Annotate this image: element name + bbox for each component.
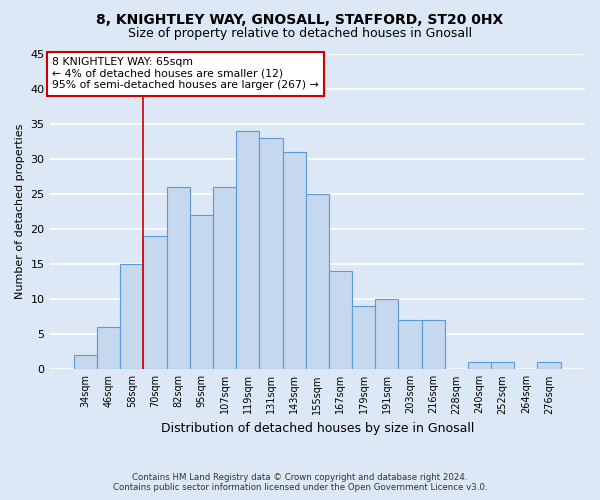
- Bar: [190, 215, 213, 370]
- Bar: [538, 362, 560, 370]
- Bar: [236, 131, 259, 370]
- Text: 8 KNIGHTLEY WAY: 65sqm
← 4% of detached houses are smaller (12)
95% of semi-deta: 8 KNIGHTLEY WAY: 65sqm ← 4% of detached …: [52, 57, 319, 90]
- Bar: [143, 236, 167, 370]
- Bar: [352, 306, 375, 370]
- Bar: [305, 194, 329, 370]
- Bar: [74, 356, 97, 370]
- Bar: [422, 320, 445, 370]
- Bar: [213, 187, 236, 370]
- X-axis label: Distribution of detached houses by size in Gnosall: Distribution of detached houses by size …: [161, 422, 474, 435]
- Text: Contains HM Land Registry data © Crown copyright and database right 2024.
Contai: Contains HM Land Registry data © Crown c…: [113, 473, 487, 492]
- Text: 8, KNIGHTLEY WAY, GNOSALL, STAFFORD, ST20 0HX: 8, KNIGHTLEY WAY, GNOSALL, STAFFORD, ST2…: [97, 12, 503, 26]
- Bar: [468, 362, 491, 370]
- Bar: [167, 187, 190, 370]
- Bar: [398, 320, 422, 370]
- Bar: [283, 152, 305, 370]
- Bar: [97, 328, 120, 370]
- Bar: [120, 264, 143, 370]
- Bar: [329, 271, 352, 370]
- Bar: [375, 299, 398, 370]
- Bar: [491, 362, 514, 370]
- Bar: [259, 138, 283, 370]
- Text: Size of property relative to detached houses in Gnosall: Size of property relative to detached ho…: [128, 28, 472, 40]
- Y-axis label: Number of detached properties: Number of detached properties: [15, 124, 25, 300]
